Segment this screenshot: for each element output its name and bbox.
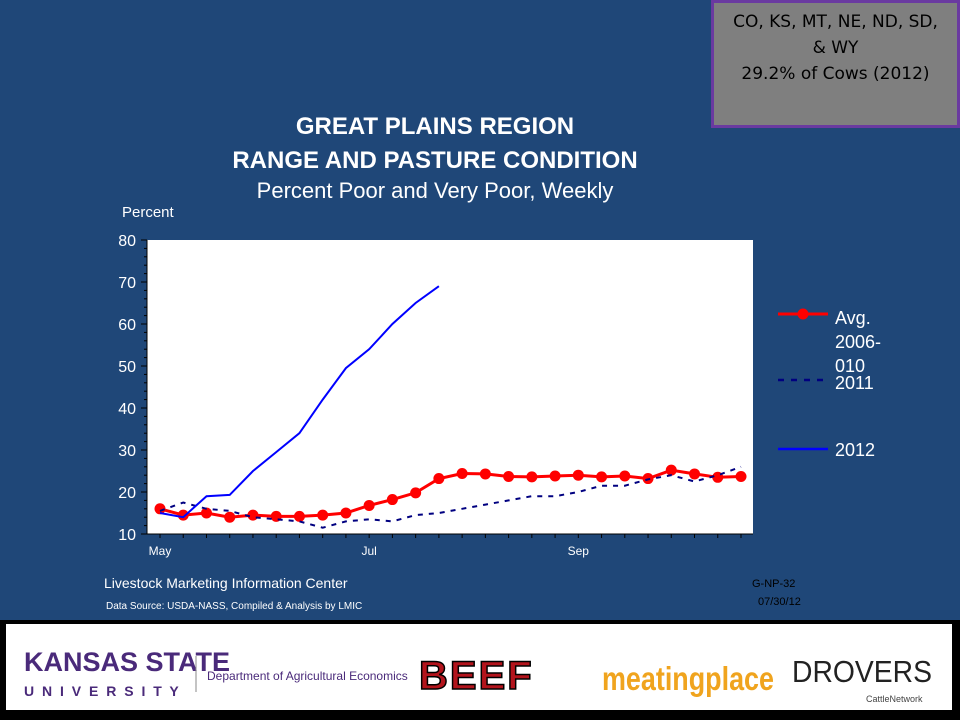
sponsor-logos: KANSAS STATE U N I V E R S I T Y Departm…: [24, 647, 932, 704]
legend-label-2011: 2011: [835, 373, 874, 393]
data-point: [177, 509, 189, 521]
chart-code: G-NP-32: [752, 578, 796, 590]
data-point: [224, 511, 236, 523]
y-tick-label: 30: [118, 443, 136, 460]
meatingplace-logo-text: meatingplace: [602, 660, 774, 697]
data-point: [363, 499, 375, 511]
beef-logo-text: BEEF: [419, 654, 534, 698]
data-point: [410, 487, 422, 499]
data-point: [503, 470, 515, 482]
plot-area: [147, 240, 753, 534]
legend-label-avg: 2006-: [835, 332, 881, 352]
kansas-state-logo: KANSAS STATE U N I V E R S I T Y Departm…: [24, 647, 408, 699]
y-tick-label: 40: [118, 401, 136, 418]
region-states-line1: CO, KS, MT, NE, ND, SD,: [733, 12, 938, 32]
series-line-2012: [159, 285, 440, 519]
footer-center-name: Livestock Marketing Information Center: [104, 575, 348, 591]
beef-logo: BEEF: [418, 653, 534, 699]
region-info-box: CO, KS, MT, NE, ND, SD, & WY 29.2% of Co…: [711, 0, 960, 128]
legend-label-avg: 010: [835, 356, 865, 376]
drovers-logo-text: DROVERS: [792, 654, 932, 689]
y-tick-label: 10: [118, 527, 136, 544]
y-tick-label: 20: [118, 485, 136, 502]
region-states-line2: & WY: [812, 38, 859, 58]
slide: CO, KS, MT, NE, ND, SD, & WY 29.2% of Co…: [0, 0, 960, 620]
drovers-logo-sub: CattleNetwork: [866, 694, 923, 704]
drovers-logo: DROVERS CattleNetwork: [792, 654, 932, 704]
y-tick-label: 80: [118, 233, 136, 250]
data-point: [433, 473, 445, 485]
data-point: [549, 470, 561, 482]
x-tick-label: May: [149, 544, 172, 558]
chart-date: 07/30/12: [758, 596, 801, 608]
y-axis-label: Percent: [122, 204, 174, 221]
data-point: [386, 494, 398, 506]
data-point: [665, 464, 677, 476]
chart-subtitle: Percent Poor and Very Poor, Weekly: [256, 178, 614, 203]
data-point: [247, 509, 259, 521]
data-point: [479, 468, 491, 480]
ksu-logo-top: KANSAS STATE: [24, 647, 230, 677]
y-tick-label: 50: [118, 359, 136, 376]
legend-marker-avg: [797, 308, 809, 320]
data-point: [340, 507, 352, 519]
data-point: [526, 471, 538, 483]
data-point: [735, 470, 747, 482]
x-tick-label: Sep: [568, 544, 590, 558]
logo-bar: KANSAS STATE U N I V E R S I T Y Departm…: [0, 622, 960, 720]
x-tick-label: Jul: [361, 544, 376, 558]
y-tick-label: 60: [118, 317, 136, 334]
data-point: [293, 510, 305, 522]
region-cow-share: 29.2% of Cows (2012): [741, 64, 930, 84]
y-tick-label: 70: [118, 275, 136, 292]
legend-label-avg: Avg.: [835, 308, 871, 328]
chart-title: GREAT PLAINS REGION: [295, 113, 575, 140]
data-point: [200, 507, 212, 519]
data-point: [689, 468, 701, 480]
data-point: [619, 470, 631, 482]
data-point: [154, 503, 166, 515]
axes: 10 20 30 40 50 60 70 80 May Jul Sep: [118, 233, 753, 558]
footer-data-source: Data Source: USDA-NASS, Compiled & Analy…: [106, 601, 363, 612]
data-point: [572, 469, 584, 481]
meatingplace-logo: meatingplace: [602, 660, 774, 697]
legend-label-2012: 2012: [835, 440, 875, 460]
data-point: [456, 468, 468, 480]
ksu-logo-bottom: U N I V E R S I T Y: [24, 683, 181, 699]
ksu-dept: Department of Agricultural Economics: [207, 669, 408, 683]
series-layer: [154, 285, 747, 529]
logo-strip: KANSAS STATE U N I V E R S I T Y Departm…: [6, 624, 952, 710]
series-line-2011: [159, 465, 742, 529]
data-point: [317, 509, 329, 521]
data-point: [596, 471, 608, 483]
chart-title-2: RANGE AND PASTURE CONDITION: [232, 147, 638, 174]
